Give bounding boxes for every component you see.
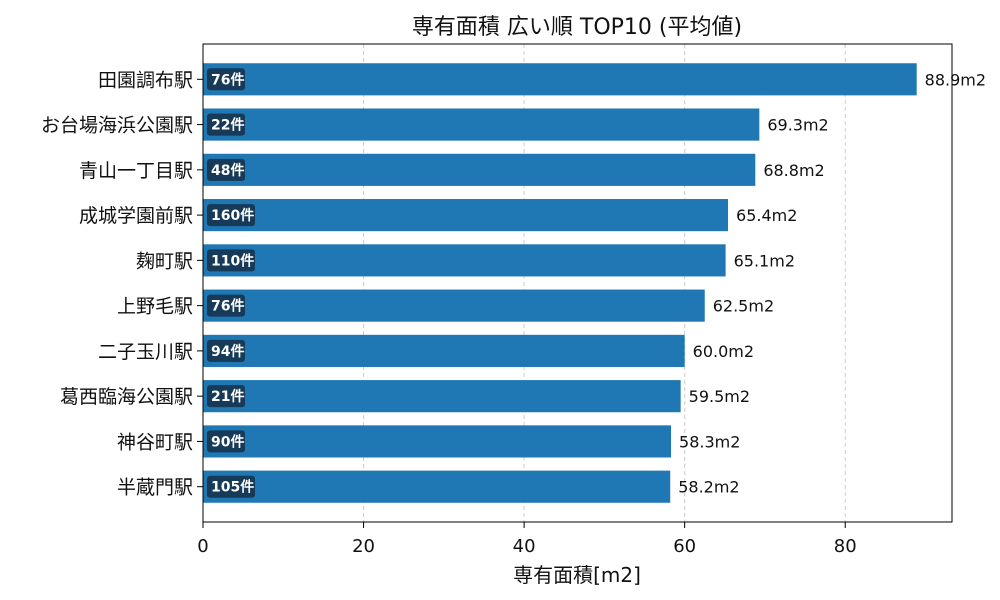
y-tick-label: 麹町駅 [136,250,193,272]
y-tick-label: 成城学園前駅 [79,205,193,227]
bar [203,108,760,141]
y-tick-label: 青山一丁目駅 [79,160,193,182]
value-label: 58.3m2 [679,432,740,451]
y-tick-label: 田園調布駅 [98,69,193,91]
bar [203,380,681,413]
count-label: 76件 [211,71,244,88]
count-badge [207,385,245,408]
bar [203,425,672,458]
x-tick-label: 20 [352,536,375,557]
count-label: 22件 [211,117,244,134]
y-tick-label: 上野毛駅 [117,296,193,318]
y-tick-label: お台場海浜公園駅 [41,115,193,137]
count-badge [207,430,245,453]
value-label: 62.5m2 [713,297,774,316]
plot-frame [202,43,953,523]
count-label: 48件 [211,162,244,179]
bar [203,244,726,277]
value-label: 65.4m2 [736,206,797,225]
count-badge [207,294,245,317]
count-label: 94件 [211,343,244,360]
bar [203,334,685,367]
count-badge [207,68,245,91]
x-tick-label: 60 [673,536,696,557]
y-axis-labels: 田園調布駅お台場海浜公園駅青山一丁目駅成城学園前駅麹町駅上野毛駅二子玉川駅葛西臨… [41,69,203,499]
bar [203,470,671,503]
count-badge [207,204,255,227]
count-badge [207,113,245,136]
count-label: 90件 [211,433,244,450]
count-label: 105件 [211,479,254,496]
count-label: 110件 [211,252,254,269]
count-label: 160件 [211,207,254,224]
x-axis-label: 専有面積[m2] [513,563,641,587]
y-tick-label: 二子玉川駅 [98,341,193,363]
bars: 76件 88.9m2 22件 69.3m2 48件 68.8m2 160件 65.4m2 110… [203,63,986,503]
count-badge [207,158,245,181]
y-tick-label: 葛西臨海公園駅 [60,386,193,408]
y-tick-label: 半蔵門駅 [117,477,193,499]
value-label: 60.0m2 [693,342,754,361]
count-badge [207,475,255,498]
x-tick-label: 80 [834,536,857,557]
count-label: 21件 [211,388,244,405]
bar [203,63,917,96]
value-label: 88.9m2 [925,70,986,89]
value-label: 65.1m2 [734,251,795,270]
bar [203,153,756,186]
value-label: 58.2m2 [678,478,739,497]
count-badge [207,249,255,272]
chart-title: 専有面積 広い順 TOP10 (平均値) [412,15,742,40]
value-label: 59.5m2 [689,387,750,406]
count-badge [207,339,245,362]
count-label: 76件 [211,298,244,315]
x-tick-label: 0 [197,536,208,557]
x-tick-label: 40 [513,536,536,557]
x-axis-ticks: 0 20 40 60 80 [197,522,857,557]
y-tick-label: 神谷町駅 [117,431,193,453]
value-label: 69.3m2 [767,116,828,135]
value-label: 68.8m2 [763,161,824,180]
bar [203,289,705,322]
bar [203,199,729,232]
